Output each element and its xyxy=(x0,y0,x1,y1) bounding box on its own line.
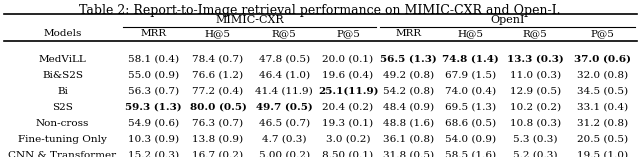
Text: 46.5 (0.7): 46.5 (0.7) xyxy=(259,119,310,128)
Text: 77.2 (0.4): 77.2 (0.4) xyxy=(193,87,243,96)
Text: 32.0 (0.8): 32.0 (0.8) xyxy=(577,71,628,80)
Text: MedViLL: MedViLL xyxy=(38,55,86,64)
Text: 49.2 (0.8): 49.2 (0.8) xyxy=(383,71,434,80)
Text: 56.3 (0.7): 56.3 (0.7) xyxy=(128,87,179,96)
Text: 58.5 (1.6): 58.5 (1.6) xyxy=(445,151,496,157)
Text: 37.0 (0.6): 37.0 (0.6) xyxy=(573,55,630,64)
Text: Bi: Bi xyxy=(57,87,68,96)
Text: 16.7 (0.2): 16.7 (0.2) xyxy=(193,151,243,157)
Text: 5.2 (0.3): 5.2 (0.3) xyxy=(513,151,557,157)
Text: 13.3 (0.3): 13.3 (0.3) xyxy=(507,55,563,64)
Text: 10.3 (0.9): 10.3 (0.9) xyxy=(128,135,179,144)
Text: Fine-tuning Only: Fine-tuning Only xyxy=(18,135,107,144)
Text: Models: Models xyxy=(44,29,82,38)
Text: 76.3 (0.7): 76.3 (0.7) xyxy=(193,119,243,128)
Text: MRR: MRR xyxy=(140,29,166,38)
Text: H@5: H@5 xyxy=(458,29,484,38)
Text: 31.8 (0.5): 31.8 (0.5) xyxy=(383,151,434,157)
Text: 34.5 (0.5): 34.5 (0.5) xyxy=(577,87,628,96)
Text: 12.9 (0.5): 12.9 (0.5) xyxy=(509,87,561,96)
Text: 58.1 (0.4): 58.1 (0.4) xyxy=(128,55,179,64)
Text: 69.5 (1.3): 69.5 (1.3) xyxy=(445,103,496,112)
Text: 3.0 (0.2): 3.0 (0.2) xyxy=(326,135,371,144)
Text: 4.7 (0.3): 4.7 (0.3) xyxy=(262,135,307,144)
Text: 19.3 (0.1): 19.3 (0.1) xyxy=(323,119,374,128)
Text: Table 2: Report-to-Image retrieval performance on MIMIC-CXR and Open-I.: Table 2: Report-to-Image retrieval perfo… xyxy=(79,4,561,17)
Text: 10.8 (0.3): 10.8 (0.3) xyxy=(509,119,561,128)
Text: H@5: H@5 xyxy=(205,29,231,38)
Text: 56.5 (1.3): 56.5 (1.3) xyxy=(380,55,436,64)
Text: 20.4 (0.2): 20.4 (0.2) xyxy=(323,103,374,112)
Text: 5.00 (0.2): 5.00 (0.2) xyxy=(259,151,310,157)
Text: P@5: P@5 xyxy=(590,29,614,38)
Text: P@5: P@5 xyxy=(336,29,360,38)
Text: 74.0 (0.4): 74.0 (0.4) xyxy=(445,87,496,96)
Text: 13.8 (0.9): 13.8 (0.9) xyxy=(193,135,243,144)
Text: 20.5 (0.5): 20.5 (0.5) xyxy=(577,135,628,144)
Text: CNN & Transformer: CNN & Transformer xyxy=(8,151,116,157)
Text: 5.3 (0.3): 5.3 (0.3) xyxy=(513,135,557,144)
Text: 80.0 (0.5): 80.0 (0.5) xyxy=(189,103,246,112)
Text: 54.9 (0.6): 54.9 (0.6) xyxy=(128,119,179,128)
Text: 19.5 (1.0): 19.5 (1.0) xyxy=(577,151,628,157)
Text: 15.2 (0.3): 15.2 (0.3) xyxy=(128,151,179,157)
Text: 54.2 (0.8): 54.2 (0.8) xyxy=(383,87,434,96)
Text: 78.4 (0.7): 78.4 (0.7) xyxy=(193,55,243,64)
Text: 36.1 (0.8): 36.1 (0.8) xyxy=(383,135,434,144)
Text: R@5: R@5 xyxy=(523,29,547,38)
Text: 20.0 (0.1): 20.0 (0.1) xyxy=(323,55,374,64)
Text: Bi&S2S: Bi&S2S xyxy=(42,71,83,80)
Text: 46.4 (1.0): 46.4 (1.0) xyxy=(259,71,310,80)
Text: 76.6 (1.2): 76.6 (1.2) xyxy=(193,71,243,80)
Text: 67.9 (1.5): 67.9 (1.5) xyxy=(445,71,496,80)
Text: 8.50 (0.1): 8.50 (0.1) xyxy=(323,151,374,157)
Text: 11.0 (0.3): 11.0 (0.3) xyxy=(509,71,561,80)
Text: 25.1(11.9): 25.1(11.9) xyxy=(318,87,378,96)
Text: Non-cross: Non-cross xyxy=(36,119,89,128)
Text: 48.4 (0.9): 48.4 (0.9) xyxy=(383,103,434,112)
Text: 19.6 (0.4): 19.6 (0.4) xyxy=(323,71,374,80)
Text: 55.0 (0.9): 55.0 (0.9) xyxy=(128,71,179,80)
Text: 74.8 (1.4): 74.8 (1.4) xyxy=(442,55,499,64)
Text: 49.7 (0.5): 49.7 (0.5) xyxy=(256,103,312,112)
Text: S2S: S2S xyxy=(52,103,73,112)
Text: 54.0 (0.9): 54.0 (0.9) xyxy=(445,135,496,144)
Text: 68.6 (0.5): 68.6 (0.5) xyxy=(445,119,496,128)
Text: R@5: R@5 xyxy=(272,29,296,38)
Text: 48.8 (1.6): 48.8 (1.6) xyxy=(383,119,434,128)
Text: 41.4 (11.9): 41.4 (11.9) xyxy=(255,87,313,96)
Text: 10.2 (0.2): 10.2 (0.2) xyxy=(509,103,561,112)
Text: 47.8 (0.5): 47.8 (0.5) xyxy=(259,55,310,64)
Text: 31.2 (0.8): 31.2 (0.8) xyxy=(577,119,628,128)
Text: OpenI: OpenI xyxy=(490,15,525,25)
Text: 33.1 (0.4): 33.1 (0.4) xyxy=(577,103,628,112)
Text: MRR: MRR xyxy=(395,29,421,38)
Text: 59.3 (1.3): 59.3 (1.3) xyxy=(125,103,182,112)
Text: MIMIC-CXR: MIMIC-CXR xyxy=(215,15,284,25)
